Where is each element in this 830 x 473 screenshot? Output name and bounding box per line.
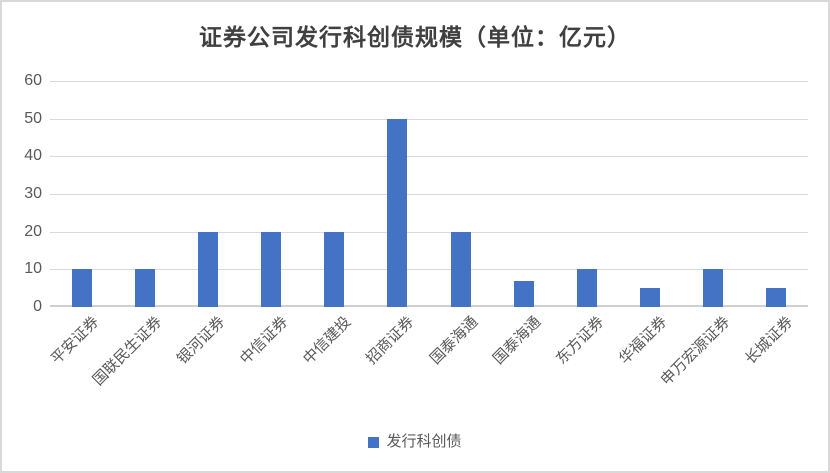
- gridline: [50, 231, 808, 233]
- bar: [450, 231, 471, 307]
- y-tick-label: 0: [33, 298, 42, 315]
- x-tick-label: 长城证券: [742, 314, 797, 368]
- legend-marker-square-icon: [368, 437, 380, 448]
- gridline: [50, 118, 808, 120]
- y-tick-label: 50: [24, 109, 42, 127]
- y-axis: 0 10 20 30 40 50 60: [2, 73, 42, 315]
- x-tick-label: 平安证券: [48, 314, 102, 368]
- bar: [387, 118, 408, 307]
- x-axis: 平安证券 国联民生证券 银河证券 中信证券 中信建投 招商证券 国泰海通 国泰海通 东方证券 华福…: [48, 314, 808, 424]
- y-tick-label: 20: [24, 222, 42, 240]
- bar: [576, 269, 597, 307]
- x-tick-label: 国泰海通: [427, 314, 481, 368]
- plot-area: [50, 81, 808, 307]
- legend: 发行科创债: [2, 435, 828, 450]
- bar: [197, 231, 218, 307]
- x-tick-label: 东方证券: [553, 314, 608, 368]
- gridline: [50, 81, 808, 82]
- y-tick-label: 40: [24, 147, 42, 165]
- x-tick-label: 华福证券: [616, 314, 671, 368]
- x-tick-label: 招商证券: [363, 314, 418, 368]
- x-axis-line: [50, 305, 808, 307]
- x-tick-label: 中信证券: [237, 314, 292, 368]
- x-tick-label: 中信建投: [300, 314, 355, 368]
- bar: [640, 288, 661, 307]
- chart-title: 证券公司发行科创债规模（单位：亿元）: [199, 25, 631, 50]
- bar: [324, 231, 345, 307]
- gridline: [50, 156, 808, 158]
- gridline: [50, 194, 808, 195]
- y-tick-label: 60: [24, 72, 42, 89]
- bar: [513, 280, 534, 307]
- bar: [261, 231, 282, 307]
- x-tick-label: 国泰海通: [490, 314, 545, 368]
- x-tick-label: 银河证券: [174, 314, 229, 368]
- bar: [766, 288, 787, 307]
- gridline: [50, 269, 808, 271]
- y-tick-label: 30: [24, 185, 42, 202]
- legend-label: 发行科创债: [386, 434, 462, 450]
- bar: [71, 269, 92, 307]
- bar: [134, 269, 155, 307]
- bar: [703, 269, 724, 307]
- y-tick-label: 10: [24, 260, 42, 278]
